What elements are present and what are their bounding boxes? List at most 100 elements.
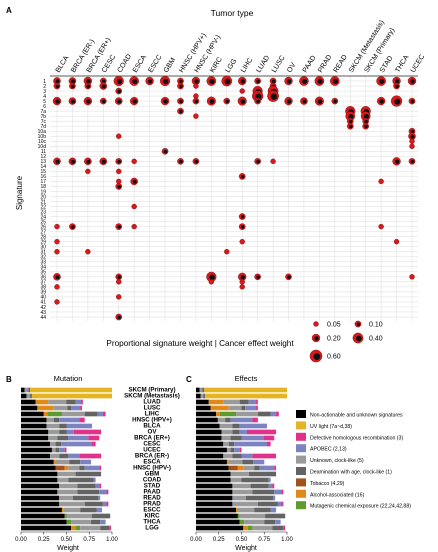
- tumor-type-label: PAAD: [143, 489, 161, 496]
- bar-segment: [69, 459, 81, 465]
- point: [238, 223, 246, 230]
- bar-segment: [239, 513, 266, 519]
- bar-segment: [252, 453, 277, 459]
- y-tick-label: 25: [40, 219, 46, 225]
- tumor-type-label: SKCM (Metastasis): [124, 393, 180, 400]
- bar-segment: [93, 477, 96, 483]
- bar-segment: [230, 447, 235, 453]
- point-inner: [117, 185, 121, 189]
- point: [177, 82, 184, 90]
- bar-segment: [216, 411, 220, 417]
- point-inner: [395, 84, 399, 89]
- point: [85, 249, 91, 255]
- size-legend-label: 0.40: [369, 336, 383, 343]
- bar-segment: [21, 405, 38, 411]
- bar-segment: [252, 417, 258, 423]
- legend-label: Deamination with age, clock-like (1): [310, 470, 392, 476]
- bar-segment: [234, 441, 267, 447]
- bar-segment: [59, 447, 65, 453]
- bar-segment: [202, 387, 205, 393]
- bar-segment: [241, 405, 246, 411]
- bar-segment: [106, 489, 109, 495]
- legend-label: APOBEC (2,13): [310, 447, 347, 453]
- size-legend-swatch-inner: [313, 353, 321, 360]
- bar-segment: [66, 423, 92, 429]
- bar-segment: [21, 519, 67, 525]
- legend-swatch: [296, 410, 306, 418]
- point-inner: [163, 99, 168, 104]
- x-tick-label: KIRC: [209, 56, 224, 74]
- point-inner: [286, 99, 292, 104]
- bar-segment: [50, 441, 56, 447]
- color-legend: Non-actionable and unknown signatures UV …: [296, 410, 411, 510]
- point: [239, 284, 245, 290]
- bar-segment: [102, 411, 106, 417]
- bar-segment: [68, 435, 89, 441]
- point-inner: [163, 149, 168, 154]
- bar-segment: [21, 435, 49, 441]
- bar-segment: [196, 459, 227, 465]
- bar-segment: [91, 519, 101, 525]
- point: [53, 82, 61, 90]
- bar-segment: [57, 489, 78, 495]
- point: [177, 107, 184, 115]
- y-tick-label: 14: [40, 164, 46, 170]
- tumor-type-label: GBM: [145, 471, 159, 478]
- panel-a-title: Tumor type: [211, 8, 254, 18]
- x-tick-label: CESC: [101, 54, 117, 74]
- bar-segment: [228, 459, 243, 465]
- y-tick-label: 23: [40, 209, 46, 215]
- point: [68, 77, 77, 85]
- y-tick-label: 37: [40, 280, 46, 286]
- bar-segment: [55, 465, 65, 471]
- tumor-type-labels: SKCM (Primary)SKCM (Metastasis)LUADLUSCL…: [124, 387, 180, 532]
- legend-swatch: [296, 421, 306, 430]
- point-outer: [54, 223, 60, 230]
- point-inner: [70, 159, 75, 164]
- bar-segment: [55, 459, 70, 465]
- point-inner: [86, 84, 91, 89]
- bar-segment: [91, 513, 111, 519]
- bar-segment: [196, 489, 233, 495]
- point-outer: [193, 113, 199, 119]
- point: [52, 96, 62, 106]
- bar-segment: [21, 459, 54, 465]
- legend-swatch: [296, 489, 306, 498]
- bar-segment: [196, 519, 240, 525]
- bar-segment: [66, 429, 74, 435]
- bar-segment: [196, 405, 211, 411]
- panel-b-title: Mutation: [54, 374, 83, 383]
- axis-tick-label: 0.00: [15, 537, 27, 543]
- point: [130, 177, 138, 186]
- bar-segment: [236, 507, 238, 513]
- tumor-type-label: PRAD: [143, 501, 161, 508]
- point: [206, 76, 217, 86]
- point-inner: [70, 99, 75, 104]
- y-tick-label: 36: [40, 275, 46, 281]
- point-inner: [116, 78, 123, 85]
- bar-segment: [50, 453, 60, 459]
- bar-segment: [208, 399, 224, 405]
- bar-segment: [80, 405, 82, 411]
- point-inner: [194, 159, 199, 164]
- y-tick-label: 22: [40, 204, 46, 210]
- point: [409, 138, 415, 144]
- point-inner: [394, 159, 400, 164]
- point: [237, 96, 247, 106]
- point-inner: [55, 99, 60, 104]
- bar-segment: [256, 405, 258, 411]
- y-tick-label: 35: [40, 270, 46, 276]
- bar-segment: [79, 465, 85, 471]
- bar-segment: [30, 393, 32, 399]
- panel-a-ylabel: Signature: [15, 175, 24, 210]
- bar-segment: [196, 417, 218, 423]
- point: [314, 96, 324, 106]
- point: [409, 143, 415, 149]
- point-inner: [363, 114, 369, 120]
- point-outer: [116, 279, 122, 285]
- point: [393, 82, 400, 90]
- bar-segment: [21, 441, 51, 447]
- axis-tick-label: 0.25: [213, 537, 225, 543]
- point: [239, 279, 245, 285]
